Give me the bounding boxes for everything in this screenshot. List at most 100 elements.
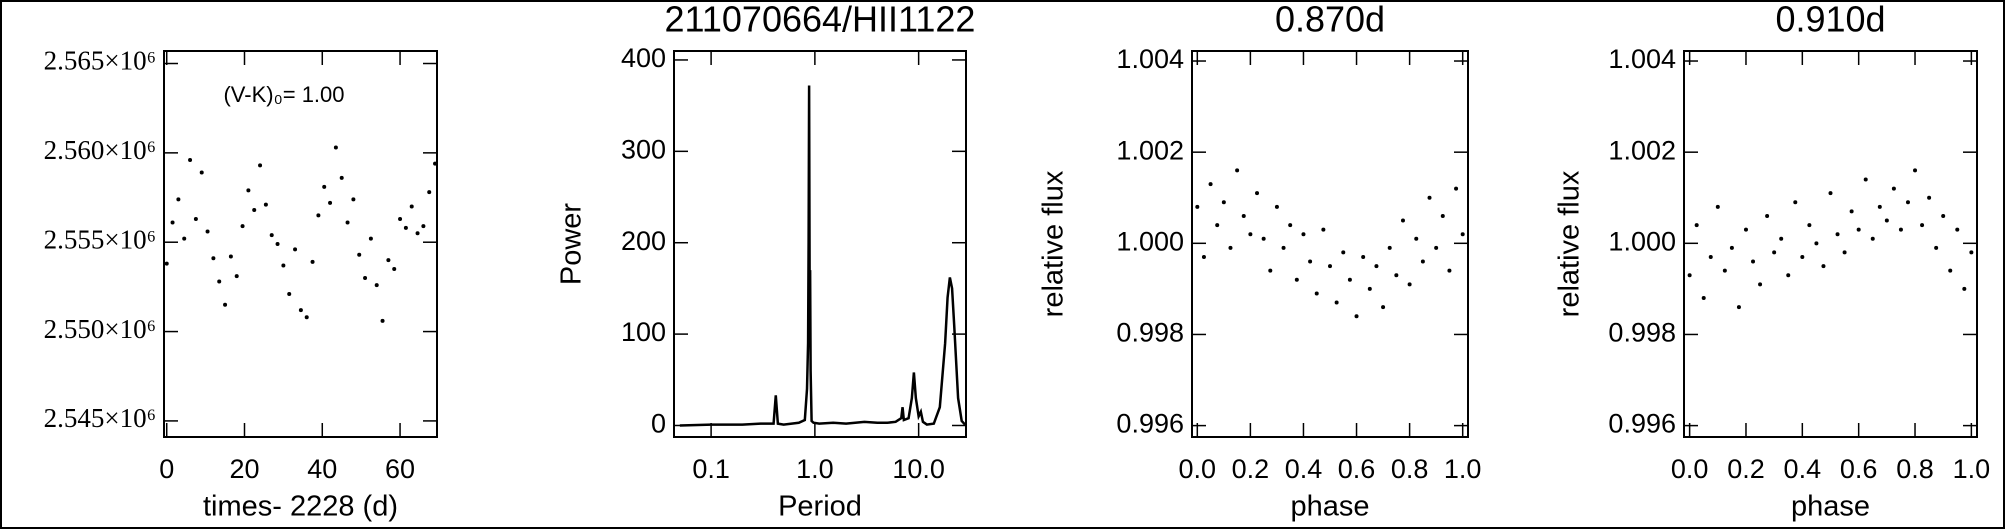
data-point — [1400, 218, 1405, 223]
data-point — [1807, 223, 1812, 228]
data-point — [1374, 264, 1379, 269]
data-point — [1687, 273, 1692, 278]
x-axis-label: phase — [1290, 491, 1369, 523]
data-point — [188, 158, 193, 163]
y-tick-label: 1.000 — [1116, 226, 1184, 256]
data-point — [345, 220, 350, 225]
data-point — [351, 197, 356, 202]
y-tick-label: 1.000 — [1608, 226, 1676, 256]
data-point — [1341, 250, 1346, 255]
data-point — [1248, 232, 1253, 237]
data-point — [1913, 168, 1918, 173]
data-point — [199, 170, 204, 175]
data-point — [234, 274, 239, 279]
data-point — [380, 318, 385, 323]
data-point — [1208, 182, 1213, 187]
data-point — [1828, 191, 1833, 196]
data-point — [1955, 227, 1960, 232]
data-point — [228, 254, 233, 259]
data-point — [1814, 241, 1819, 246]
chart-title: 0.870d — [1275, 0, 1385, 40]
y-tick-label: 0 — [651, 409, 666, 439]
data-point — [1863, 177, 1868, 182]
y-tick-label: 400 — [621, 43, 666, 73]
x-tick-label: 0.2 — [1232, 454, 1270, 484]
y-tick-label: 1.002 — [1608, 135, 1676, 165]
data-point — [298, 308, 303, 313]
data-point — [1195, 204, 1200, 209]
y-tick-label: 1.004 — [1116, 44, 1184, 74]
x-tick-label: 1.0 — [1444, 454, 1482, 484]
y-axis-label: relative flux — [1038, 170, 1070, 317]
data-point — [1241, 213, 1246, 218]
data-point — [392, 267, 397, 272]
data-point — [1729, 245, 1734, 250]
data-point — [1772, 250, 1777, 255]
data-point — [287, 292, 292, 297]
data-point — [240, 224, 245, 229]
data-point — [1268, 268, 1273, 273]
x-tick-label: 0.4 — [1285, 454, 1323, 484]
data-point — [1722, 268, 1727, 273]
data-point — [1381, 305, 1386, 310]
data-point — [1743, 227, 1748, 232]
data-point — [1793, 200, 1798, 205]
data-point — [1835, 232, 1840, 237]
data-point — [275, 242, 280, 246]
x-tick-label: 0 — [159, 454, 174, 484]
x-tick-label: 10.0 — [892, 454, 945, 484]
y-tick-label: 2.545×10⁶ — [44, 403, 156, 433]
data-point — [1334, 300, 1339, 305]
data-point — [1920, 223, 1925, 228]
y-tick-label: 0.998 — [1116, 318, 1184, 348]
data-point — [1751, 259, 1756, 264]
data-point — [1427, 195, 1432, 200]
data-point — [1347, 277, 1352, 282]
data-point — [246, 188, 251, 193]
data-point — [263, 202, 268, 207]
data-point — [211, 256, 216, 261]
plot-frame — [163, 50, 438, 438]
data-point — [205, 229, 210, 234]
data-point — [433, 161, 438, 166]
x-tick-label: 60 — [385, 454, 415, 484]
data-point — [1308, 259, 1313, 264]
data-point — [1447, 268, 1452, 273]
x-tick-label: 1.0 — [1953, 454, 1991, 484]
data-point — [223, 302, 228, 307]
data-point — [398, 216, 403, 221]
data-point — [1367, 286, 1372, 291]
data-point — [1842, 250, 1847, 255]
data-point — [1715, 204, 1720, 209]
y-axis-label: relative flux — [1554, 170, 1586, 317]
data-point — [316, 213, 321, 218]
periodogram-line — [679, 85, 966, 427]
data-point — [1394, 273, 1399, 278]
data-point — [1701, 296, 1706, 301]
data-point — [1779, 236, 1784, 241]
data-point — [1927, 195, 1932, 200]
data-point — [1235, 168, 1240, 173]
y-tick-label: 0.998 — [1608, 318, 1676, 348]
data-point — [322, 184, 327, 189]
data-point — [1215, 223, 1220, 228]
data-point — [1407, 282, 1412, 287]
data-point — [1856, 227, 1861, 232]
plot-frame — [1191, 50, 1469, 438]
data-point — [1228, 245, 1233, 250]
data-point — [1321, 227, 1326, 232]
x-tick-label: 0.6 — [1338, 454, 1376, 484]
data-point — [1891, 186, 1896, 191]
data-point — [427, 190, 432, 195]
y-tick-label: 300 — [621, 134, 666, 164]
data-point — [1694, 223, 1699, 228]
plot-frame — [1683, 50, 1978, 438]
data-point — [421, 224, 426, 229]
data-point — [182, 236, 187, 241]
data-point — [1354, 314, 1359, 319]
x-tick-label: 0.1 — [692, 454, 730, 484]
data-point — [363, 275, 368, 280]
x-axis-label: times- 2228 (d) — [203, 491, 398, 523]
chart-title: 0.910d — [1775, 0, 1885, 40]
